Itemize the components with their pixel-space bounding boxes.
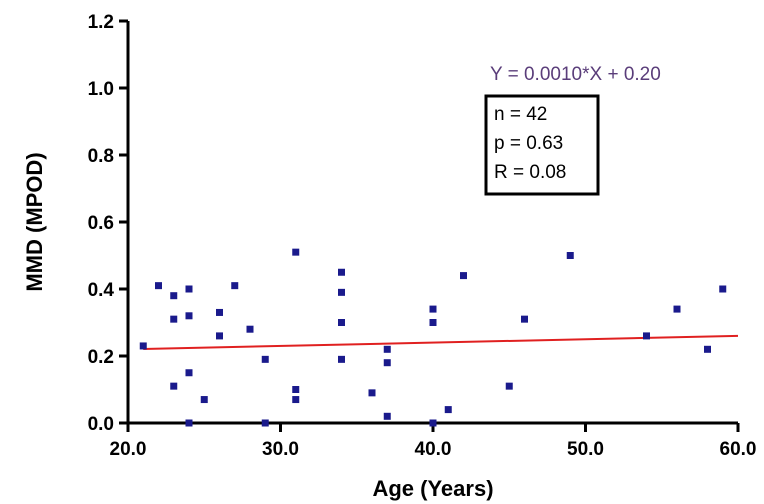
data-point [673, 305, 681, 313]
y-tick-label: 0.2 [88, 347, 114, 368]
y-tick-label: 0.6 [88, 213, 114, 234]
x-tick-label: 20.0 [110, 439, 147, 460]
data-point [704, 345, 711, 353]
data-point [566, 252, 574, 259]
data-point [429, 319, 437, 326]
data-point [338, 355, 345, 363]
y-tick-label: 1.2 [88, 12, 114, 33]
stats-p: p = 0.63 [494, 133, 563, 154]
stats-r: R = 0.08 [494, 162, 566, 183]
data-point [170, 382, 178, 390]
data-point [429, 305, 437, 313]
data-point [200, 396, 208, 404]
data-point [383, 345, 391, 353]
y-tick-label: 0.4 [88, 280, 115, 301]
data-point [246, 325, 254, 333]
data-point [139, 342, 147, 350]
data-point [429, 419, 437, 427]
y-axis-title: MMD (MPOD) [22, 152, 47, 291]
data-point [292, 386, 300, 393]
data-point [261, 355, 269, 363]
data-point [185, 369, 193, 377]
data-point [444, 406, 452, 414]
data-point [643, 332, 650, 340]
data-point [383, 412, 391, 420]
data-point [521, 315, 528, 323]
data-point [185, 419, 193, 427]
data-point [368, 389, 376, 397]
data-point [155, 282, 162, 290]
data-points [139, 248, 727, 427]
data-point [383, 359, 391, 367]
data-point [170, 292, 178, 300]
y-tick-label: 0.8 [88, 146, 114, 167]
x-axis-ticks: 20.0 30.0 40.0 50.0 60.0 [110, 423, 757, 460]
regression-line [143, 334, 739, 350]
data-point [338, 319, 345, 326]
data-point [338, 268, 345, 276]
x-tick-label: 60.0 [720, 439, 757, 460]
data-point [505, 382, 513, 390]
x-tick-label: 50.0 [567, 439, 604, 460]
stats-n: n = 42 [494, 104, 547, 125]
regression-equation: Y = 0.0010*X + 0.20 [490, 64, 661, 85]
x-axis-title: Age (Years) [372, 476, 493, 501]
data-point [338, 288, 345, 296]
data-point [261, 419, 269, 427]
y-axis-ticks: 0.0 0.2 0.4 0.6 0.8 1.0 1.2 [88, 12, 128, 435]
y-tick-label: 0.0 [88, 414, 114, 435]
data-point [292, 248, 300, 256]
x-tick-label: 30.0 [262, 439, 299, 460]
data-point [231, 282, 239, 290]
data-point [185, 312, 193, 320]
x-tick-label: 40.0 [415, 439, 452, 460]
data-point [185, 285, 193, 293]
data-point [170, 315, 178, 323]
data-point [719, 285, 727, 293]
y-tick-label: 1.0 [88, 79, 114, 100]
data-point [292, 396, 300, 404]
data-point [216, 308, 223, 316]
data-point [460, 272, 467, 280]
stats-box [484, 94, 600, 196]
data-point [216, 332, 223, 340]
